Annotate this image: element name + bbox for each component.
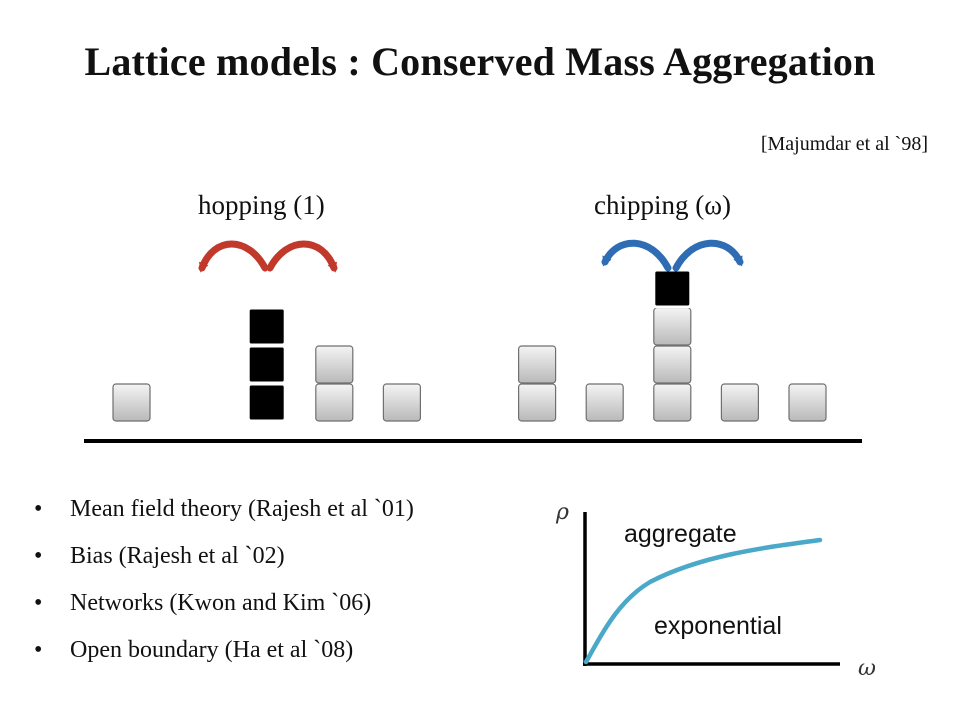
mass-block-gray bbox=[315, 383, 354, 422]
bullet-item: • Open boundary (Ha et al `08) bbox=[34, 631, 414, 678]
mass-block-gray bbox=[720, 383, 760, 422]
bullet-item: • Mean field theory (Rajesh et al `01) bbox=[34, 490, 414, 537]
mass-block-gray bbox=[517, 345, 557, 384]
bullet-item: • Networks (Kwon and Kim `06) bbox=[34, 584, 414, 631]
mass-block-black bbox=[246, 382, 287, 423]
bullet-item: • Bias (Rajesh et al `02) bbox=[34, 537, 414, 584]
hopping-right-arrow bbox=[266, 240, 338, 273]
bullet-dot: • bbox=[34, 543, 43, 569]
mass-block-black bbox=[652, 268, 693, 309]
mass-block-gray bbox=[315, 345, 354, 384]
bullet-dot: • bbox=[34, 590, 43, 616]
bullet-dot: • bbox=[34, 637, 43, 663]
bullet-dot: • bbox=[34, 496, 43, 522]
chipping-right-arrow bbox=[672, 239, 744, 272]
mass-block-gray bbox=[112, 383, 151, 422]
chipping-left-arrow bbox=[601, 239, 672, 272]
slide-title: Lattice models : Conserved Mass Aggregat… bbox=[84, 39, 876, 84]
mass-block-gray bbox=[517, 383, 557, 422]
lattice-blocks bbox=[112, 268, 827, 423]
reference-citation: [Majumdar et al `98] bbox=[760, 133, 928, 155]
chipping-label: chipping (ω) bbox=[594, 190, 731, 220]
exponential-region-label: exponential bbox=[654, 612, 782, 640]
bullet-list: • Mean field theory (Rajesh et al `01) • B… bbox=[34, 490, 414, 678]
mass-block-gray bbox=[653, 383, 692, 422]
bullet-text: Networks (Kwon and Kim `06) bbox=[70, 590, 372, 616]
mass-block-gray bbox=[653, 345, 692, 384]
hopping-label: hopping (1) bbox=[198, 190, 325, 220]
mass-block-gray bbox=[653, 307, 692, 346]
hopping-left-arrow bbox=[198, 240, 269, 273]
mass-block-gray bbox=[788, 383, 827, 422]
mass-block-black bbox=[246, 306, 287, 347]
aggregate-region-label: aggregate bbox=[624, 520, 737, 548]
bullet-text: Open boundary (Ha et al `08) bbox=[70, 637, 354, 663]
bullet-text: Mean field theory (Rajesh et al `01) bbox=[70, 496, 414, 522]
x-axis-label: ω bbox=[858, 656, 876, 681]
mass-block-black bbox=[246, 344, 287, 385]
y-axis-label: ρ bbox=[556, 500, 569, 525]
bullet-text: Bias (Rajesh et al `02) bbox=[70, 543, 285, 569]
mass-block-gray bbox=[382, 383, 421, 422]
mass-block-gray bbox=[585, 383, 624, 422]
phase-boundary-curve bbox=[583, 537, 823, 665]
